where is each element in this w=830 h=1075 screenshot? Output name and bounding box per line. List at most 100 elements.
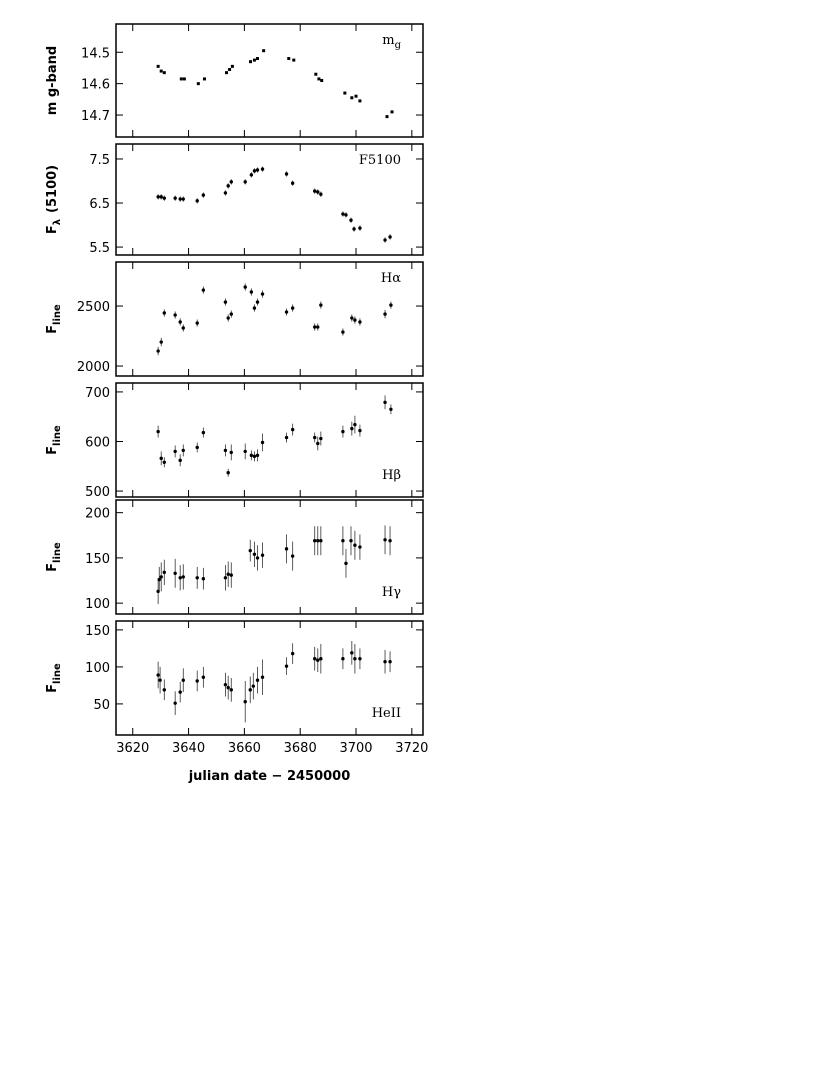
point [223, 191, 228, 195]
point [162, 688, 166, 692]
point [349, 218, 353, 222]
point [249, 453, 254, 458]
point [249, 290, 254, 294]
panel-frame [115, 261, 424, 377]
point [159, 456, 163, 461]
point [260, 675, 265, 679]
x-tick-label: 3680 [284, 741, 317, 756]
y-axis-label-main: F [45, 563, 60, 572]
point [157, 577, 161, 582]
y-tick-label: 7.5 [89, 153, 110, 168]
point [243, 180, 247, 184]
point [316, 325, 320, 329]
point [226, 572, 230, 576]
point [390, 110, 394, 114]
point [358, 320, 362, 324]
point [201, 675, 206, 679]
point [383, 312, 387, 316]
point [159, 195, 163, 199]
point [249, 173, 254, 177]
x-axis-label: julian date − 2450000 [188, 769, 351, 784]
point [353, 543, 357, 547]
panel-label: Hγ [382, 585, 401, 600]
point [319, 657, 323, 661]
point [389, 407, 393, 411]
y-tick-label: 700 [85, 386, 110, 401]
point [202, 77, 206, 81]
point [383, 400, 387, 405]
y-tick-label: 2500 [77, 300, 110, 315]
point [162, 196, 166, 200]
y-tick-label: 14.6 [81, 78, 110, 93]
panel-label-main: Hα [381, 271, 401, 286]
point [255, 57, 259, 61]
point [350, 651, 354, 655]
y-axis-label-main: F [45, 225, 60, 234]
point [287, 57, 291, 61]
point [229, 180, 233, 184]
point [182, 77, 186, 81]
y-axis-label-sub: line [52, 425, 63, 446]
point [343, 91, 347, 95]
point [353, 657, 357, 661]
point [290, 651, 295, 656]
point [178, 320, 182, 324]
panel-frame [115, 382, 424, 498]
y-axis-label-sub: line [52, 304, 63, 325]
point [195, 321, 199, 325]
point [388, 539, 392, 543]
point [156, 64, 160, 68]
point [173, 449, 177, 454]
point [243, 285, 247, 289]
point [319, 436, 323, 441]
point [195, 199, 199, 203]
point [319, 303, 323, 307]
point [178, 576, 182, 580]
y-tick-label: 2000 [77, 360, 110, 375]
point [260, 440, 265, 445]
point [341, 539, 345, 543]
point [196, 82, 200, 86]
point [252, 552, 257, 556]
point [349, 539, 353, 543]
point [226, 471, 230, 475]
panel-label-main: Hβ [382, 468, 401, 483]
panel-frame [115, 143, 424, 256]
point [383, 538, 387, 542]
panel-label-main: Hγ [382, 585, 401, 600]
point [201, 577, 206, 581]
point [290, 181, 295, 185]
point [179, 77, 183, 81]
y-axis-label: m g-band [45, 46, 60, 115]
y-axis-label-main: F [45, 446, 60, 455]
point [350, 426, 354, 431]
point [383, 660, 387, 664]
point [252, 454, 257, 459]
point [230, 64, 234, 68]
point [284, 172, 289, 176]
y-axis-label-sub: λ [52, 218, 63, 225]
point [156, 349, 160, 353]
point [181, 678, 185, 682]
point [159, 575, 163, 579]
point [229, 573, 233, 577]
point [243, 449, 247, 454]
point [316, 658, 320, 662]
y-axis-label: Fλ (5100) [45, 165, 63, 234]
point [388, 660, 392, 664]
panel-label: mg [382, 33, 401, 51]
point [341, 429, 345, 434]
point [385, 115, 389, 119]
point [173, 571, 177, 575]
panel-label-main: HeII [372, 706, 401, 721]
panel-label-main: m [382, 33, 394, 48]
point [284, 435, 289, 440]
point [358, 99, 362, 103]
point [255, 300, 260, 304]
point [243, 699, 247, 704]
point [173, 196, 177, 200]
panel-label: F5100 [359, 153, 401, 168]
point [260, 167, 265, 171]
